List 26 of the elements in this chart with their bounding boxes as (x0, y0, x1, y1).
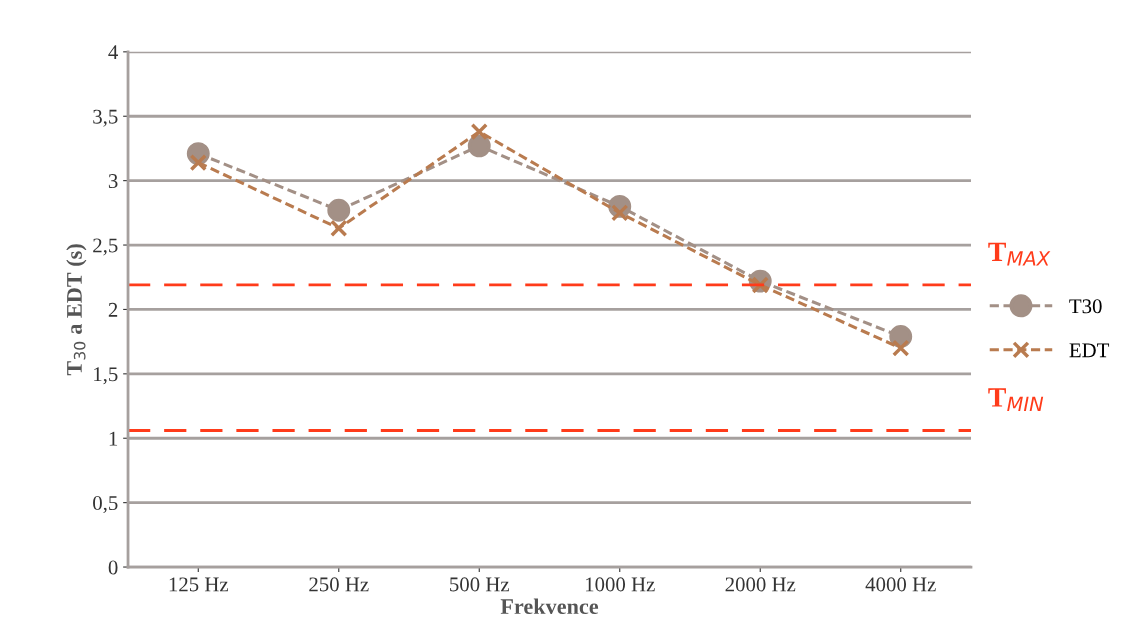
y-tick-label: 2 (108, 302, 118, 317)
y-tick-label: 3,5 (93, 109, 118, 127)
x-tick-label: 500 Hz (450, 577, 510, 592)
point (470, 123, 488, 141)
point (467, 134, 491, 158)
x-axis-title: Frekvence (500, 598, 599, 615)
y-tick-label: 1 (109, 431, 118, 446)
x-tick-label: 1000 Hz (586, 577, 655, 592)
legend-label: EDT (1069, 343, 1110, 358)
y-tick-label: 0 (108, 560, 118, 575)
x-tick-label: 4000 Hz (865, 577, 936, 592)
x-tick-label: 125 Hz (169, 577, 229, 592)
y-axis-title: T$_{30}$ a EDT (s) (66, 244, 87, 376)
point (327, 198, 351, 222)
point (892, 339, 910, 357)
y-tick-label: 3 (108, 174, 118, 189)
y-tick-label: 1,5 (94, 367, 118, 385)
y-tick-label: 2,5 (93, 238, 118, 256)
y-tick-label: 4 (108, 45, 118, 60)
ref-line-label: T$_{MIN}$ (988, 388, 1044, 412)
ref-line-label: T$_{MAX}$ (988, 242, 1051, 266)
y-tick-label: 0,5 (93, 496, 118, 514)
x-tick-label: 250 Hz (309, 577, 369, 592)
point (330, 219, 348, 237)
x-tick-label: 2000 Hz (725, 577, 796, 592)
legend-label: T30 (1069, 299, 1102, 314)
